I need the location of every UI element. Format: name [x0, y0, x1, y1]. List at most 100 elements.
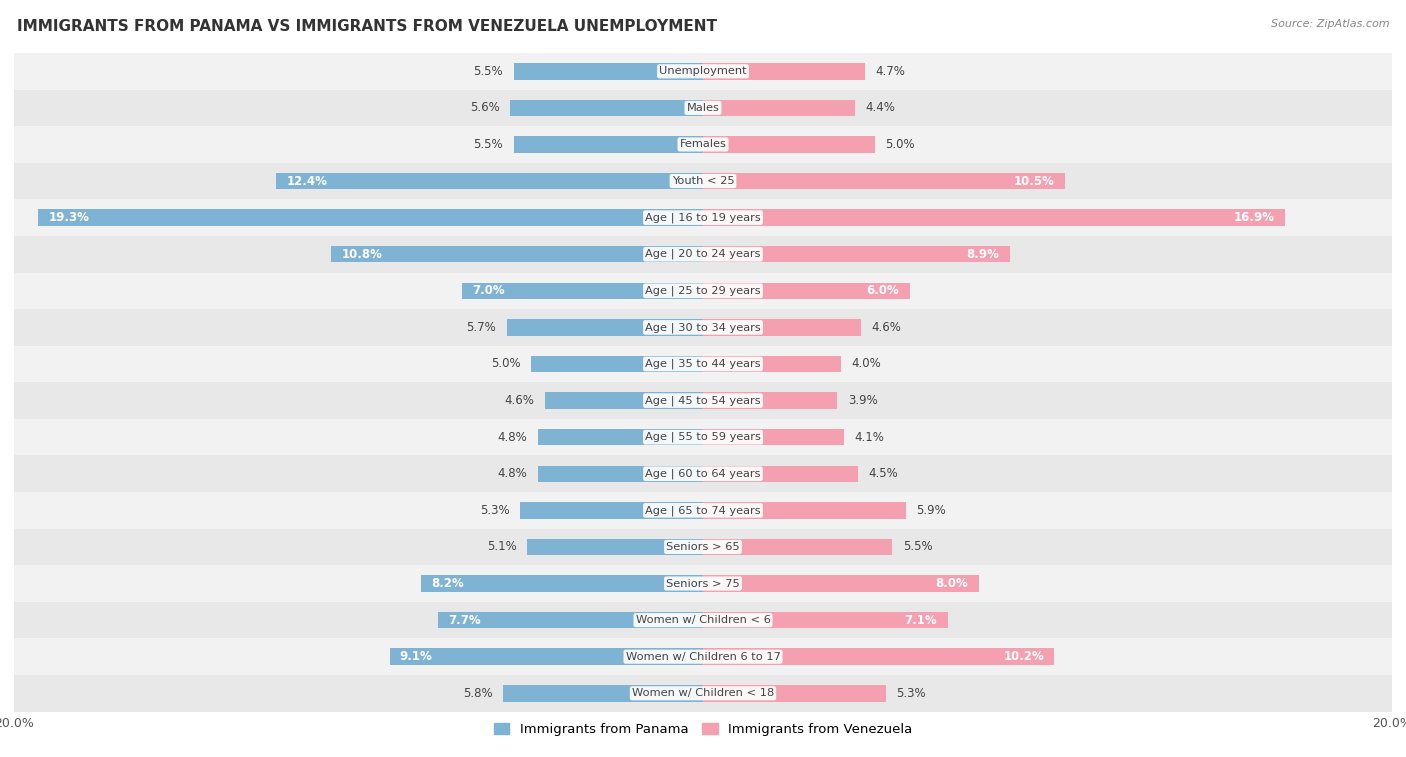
Text: Age | 65 to 74 years: Age | 65 to 74 years [645, 505, 761, 516]
Text: 5.3%: 5.3% [896, 687, 925, 699]
Bar [14, 89, 1392, 126]
Bar [14, 602, 1392, 638]
Bar [703, 612, 948, 628]
Text: 5.9%: 5.9% [917, 504, 946, 517]
Text: Age | 35 to 44 years: Age | 35 to 44 years [645, 359, 761, 369]
Text: Women w/ Children < 18: Women w/ Children < 18 [631, 688, 775, 698]
Bar [703, 173, 1064, 189]
Bar [703, 319, 862, 335]
Text: 4.1%: 4.1% [855, 431, 884, 444]
Bar [703, 575, 979, 592]
Bar [531, 356, 703, 372]
Text: 8.9%: 8.9% [966, 248, 1000, 260]
Text: IMMIGRANTS FROM PANAMA VS IMMIGRANTS FROM VENEZUELA UNEMPLOYMENT: IMMIGRANTS FROM PANAMA VS IMMIGRANTS FRO… [17, 19, 717, 34]
Bar [330, 246, 703, 263]
Text: 4.8%: 4.8% [498, 431, 527, 444]
Text: 10.8%: 10.8% [342, 248, 382, 260]
Text: Seniors > 75: Seniors > 75 [666, 578, 740, 588]
Bar [703, 685, 886, 702]
Text: Source: ZipAtlas.com: Source: ZipAtlas.com [1271, 19, 1389, 29]
Text: 5.0%: 5.0% [491, 357, 520, 370]
Text: 5.1%: 5.1% [488, 540, 517, 553]
Bar [703, 539, 893, 555]
Text: 8.2%: 8.2% [430, 577, 464, 590]
Text: 8.0%: 8.0% [935, 577, 969, 590]
Text: 7.1%: 7.1% [904, 614, 938, 627]
Text: 4.5%: 4.5% [869, 467, 898, 480]
Text: Age | 16 to 19 years: Age | 16 to 19 years [645, 213, 761, 223]
Text: Age | 25 to 29 years: Age | 25 to 29 years [645, 285, 761, 296]
Bar [703, 392, 838, 409]
Text: 12.4%: 12.4% [287, 175, 328, 188]
Text: 5.5%: 5.5% [474, 65, 503, 78]
Text: 5.8%: 5.8% [463, 687, 494, 699]
Bar [14, 382, 1392, 419]
Bar [506, 319, 703, 335]
Text: Women w/ Children 6 to 17: Women w/ Children 6 to 17 [626, 652, 780, 662]
Bar [703, 246, 1010, 263]
Text: Unemployment: Unemployment [659, 67, 747, 76]
Bar [513, 136, 703, 153]
Text: 4.8%: 4.8% [498, 467, 527, 480]
Bar [703, 356, 841, 372]
Text: 19.3%: 19.3% [48, 211, 90, 224]
Bar [14, 456, 1392, 492]
Text: Age | 45 to 54 years: Age | 45 to 54 years [645, 395, 761, 406]
Text: Age | 30 to 34 years: Age | 30 to 34 years [645, 322, 761, 332]
Bar [14, 53, 1392, 89]
Text: Women w/ Children < 6: Women w/ Children < 6 [636, 615, 770, 625]
Bar [14, 163, 1392, 199]
Bar [14, 528, 1392, 565]
Bar [14, 309, 1392, 346]
Text: 6.0%: 6.0% [866, 285, 900, 298]
Text: Males: Males [686, 103, 720, 113]
Bar [537, 466, 703, 482]
Bar [703, 649, 1054, 665]
Text: 5.6%: 5.6% [470, 101, 499, 114]
Bar [527, 539, 703, 555]
Text: 3.9%: 3.9% [848, 394, 877, 407]
Bar [276, 173, 703, 189]
Bar [703, 466, 858, 482]
Bar [14, 236, 1392, 273]
Bar [703, 210, 1285, 226]
Bar [513, 63, 703, 79]
Bar [14, 346, 1392, 382]
Text: Age | 20 to 24 years: Age | 20 to 24 years [645, 249, 761, 260]
Bar [703, 136, 875, 153]
Text: 5.3%: 5.3% [481, 504, 510, 517]
Text: 4.0%: 4.0% [851, 357, 882, 370]
Bar [14, 675, 1392, 712]
Text: 4.6%: 4.6% [505, 394, 534, 407]
Bar [14, 419, 1392, 456]
Bar [420, 575, 703, 592]
Text: 4.4%: 4.4% [865, 101, 894, 114]
Bar [14, 492, 1392, 528]
Text: 4.6%: 4.6% [872, 321, 901, 334]
Text: Females: Females [679, 139, 727, 149]
Text: 7.7%: 7.7% [449, 614, 481, 627]
Text: 10.5%: 10.5% [1014, 175, 1054, 188]
Text: 16.9%: 16.9% [1234, 211, 1275, 224]
Bar [520, 502, 703, 519]
Bar [14, 199, 1392, 236]
Bar [389, 649, 703, 665]
Bar [703, 100, 855, 116]
Bar [544, 392, 703, 409]
Text: Youth < 25: Youth < 25 [672, 176, 734, 186]
Legend: Immigrants from Panama, Immigrants from Venezuela: Immigrants from Panama, Immigrants from … [488, 718, 918, 741]
Bar [461, 282, 703, 299]
Text: 5.5%: 5.5% [474, 138, 503, 151]
Bar [437, 612, 703, 628]
Text: Seniors > 65: Seniors > 65 [666, 542, 740, 552]
Text: 5.5%: 5.5% [903, 540, 932, 553]
Bar [14, 565, 1392, 602]
Bar [14, 273, 1392, 309]
Bar [703, 282, 910, 299]
Bar [510, 100, 703, 116]
Bar [38, 210, 703, 226]
Text: 9.1%: 9.1% [399, 650, 433, 663]
Bar [14, 126, 1392, 163]
Text: Age | 55 to 59 years: Age | 55 to 59 years [645, 432, 761, 442]
Text: 5.0%: 5.0% [886, 138, 915, 151]
